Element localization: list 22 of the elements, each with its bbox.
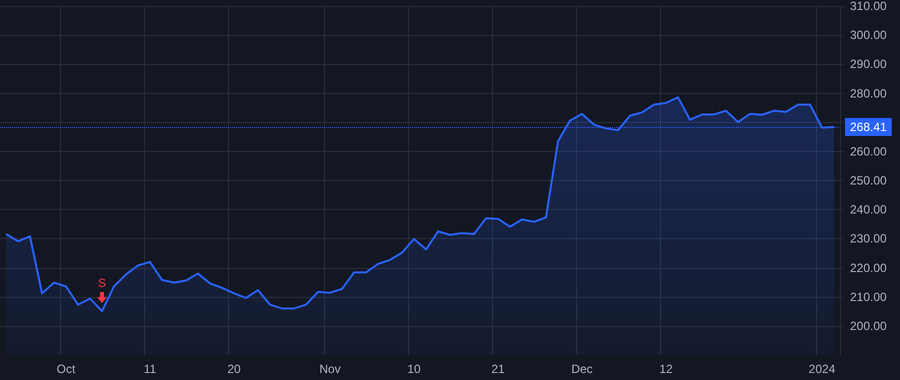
y-tick-label: 260.00	[850, 144, 888, 158]
ref-line-label: 268.41	[850, 120, 888, 134]
y-tick-label: 220.00	[850, 260, 888, 275]
x-tick-label: 2024	[808, 362, 836, 376]
x-tick-label: 20	[227, 362, 241, 376]
y-tick-label: 290.00	[850, 57, 888, 72]
y-tick-label: 230.00	[850, 232, 888, 246]
y-tick-label: 310.00	[850, 0, 888, 13]
x-tick-label: 12	[659, 362, 673, 376]
y-tick-label: 300.00	[850, 28, 888, 42]
annotation: S	[96, 276, 107, 290]
x-tick-label: 21	[491, 362, 505, 376]
x-tick-label: 10	[407, 362, 421, 376]
x-tick-label: 11	[144, 362, 157, 376]
x-tick-label: Dec	[571, 362, 593, 376]
x-tick-label: Oct	[56, 362, 76, 376]
y-tick-label: 210.00	[850, 290, 888, 304]
y-tick-label: 200.00	[850, 318, 888, 333]
y-tick-label: 280.00	[850, 86, 888, 100]
y-tick-label: 240.00	[850, 202, 888, 217]
y-tick-label: 250.00	[850, 174, 888, 188]
x-tick-label: Nov	[319, 362, 341, 376]
